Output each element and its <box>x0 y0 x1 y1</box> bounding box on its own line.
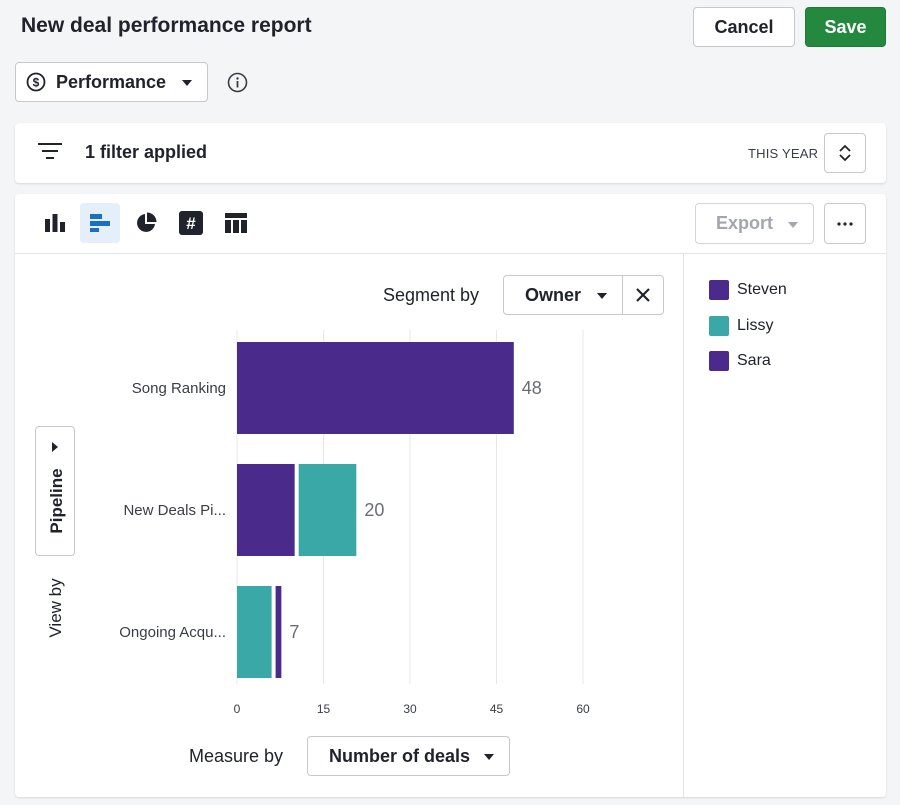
x-tick-label: 0 <box>234 702 241 716</box>
measure-by-dropdown[interactable]: Number of deals <box>307 736 510 776</box>
more-options-button[interactable] <box>824 203 866 244</box>
column-chart-button[interactable] <box>35 203 75 243</box>
category-label: Song Ranking <box>132 380 226 397</box>
svg-text:$: $ <box>33 76 40 90</box>
x-tick-label: 60 <box>576 702 590 716</box>
chevron-right-icon <box>52 442 58 452</box>
legend-swatch <box>709 351 729 371</box>
filter-icon[interactable] <box>38 142 62 160</box>
report-panel: # Export Segment by Owner Pipeline <box>15 194 886 797</box>
legend-swatch <box>709 280 729 300</box>
bar-lissy <box>237 586 272 678</box>
save-button[interactable]: Save <box>805 7 886 47</box>
svg-text:#: # <box>186 214 196 233</box>
measure-value: Number of deals <box>329 745 471 766</box>
table-icon <box>225 213 247 233</box>
view-by-dropdown[interactable]: Pipeline <box>35 426 75 556</box>
bar-value-label: 20 <box>364 500 384 520</box>
chevron-down-icon <box>484 754 494 760</box>
more-horizontal-icon <box>837 221 853 226</box>
bar-steven <box>237 342 514 434</box>
info-icon[interactable] <box>227 72 248 93</box>
filter-bar: 1 filter applied THIS YEAR <box>15 123 886 183</box>
pie-chart-button[interactable] <box>126 203 166 243</box>
legend-item-lissy[interactable]: Lissy <box>709 316 773 336</box>
chevron-down-icon <box>788 222 798 228</box>
segment-value: Owner <box>525 284 582 305</box>
filter-summary[interactable]: 1 filter applied <box>85 142 208 162</box>
x-tick-label: 45 <box>490 702 504 716</box>
number-button[interactable]: # <box>171 203 211 243</box>
page-title: New deal performance report <box>21 14 312 37</box>
cancel-button[interactable]: Cancel <box>693 7 795 47</box>
chevron-down-icon <box>182 80 192 86</box>
number-icon: # <box>179 211 203 235</box>
bar-chart: 0 15 30 45 60 Song Ranking 48 New Deals Pi... 20… <box>119 330 590 716</box>
legend-label: Lissy <box>737 317 774 334</box>
legend-item-sara[interactable]: Sara <box>709 351 771 371</box>
export-label: Export <box>716 213 774 233</box>
pie-chart-icon <box>137 212 157 232</box>
legend-label: Steven <box>737 281 787 298</box>
bar-value-label: 48 <box>522 378 542 398</box>
bar-sara <box>275 586 282 678</box>
bar-chart-icon <box>90 214 110 232</box>
period-label: THIS YEAR <box>748 146 819 161</box>
bar-chart-button[interactable] <box>80 203 120 243</box>
legend-item-steven[interactable]: Steven <box>709 280 787 300</box>
legend-label: Sara <box>737 352 771 369</box>
column-chart-icon <box>45 214 65 232</box>
legend-divider <box>683 254 684 797</box>
bar-value-label: 7 <box>289 622 299 642</box>
dollar-circle-icon: $ <box>26 72 46 92</box>
bar-steven <box>237 464 295 556</box>
category-label: Ongoing Acqu... <box>119 624 226 641</box>
toolbar-divider <box>15 253 886 254</box>
chevron-up-down-icon <box>839 144 851 162</box>
legend-swatch <box>709 316 729 336</box>
segment-by-label: Segment by <box>383 285 480 305</box>
x-tick-label: 30 <box>403 702 417 716</box>
close-icon <box>636 288 650 302</box>
chevron-down-icon <box>597 293 607 299</box>
export-button[interactable]: Export <box>695 203 814 244</box>
bar-lissy <box>298 464 357 556</box>
clear-segment-button[interactable] <box>622 275 664 315</box>
period-stepper[interactable] <box>824 133 866 173</box>
table-button[interactable] <box>216 203 256 243</box>
x-tick-label: 15 <box>317 702 331 716</box>
category-label: New Deals Pi... <box>123 502 226 519</box>
report-type-dropdown[interactable]: $ Performance <box>15 62 208 102</box>
report-type-label: Performance <box>56 71 167 92</box>
measure-by-label: Measure by <box>189 746 284 766</box>
